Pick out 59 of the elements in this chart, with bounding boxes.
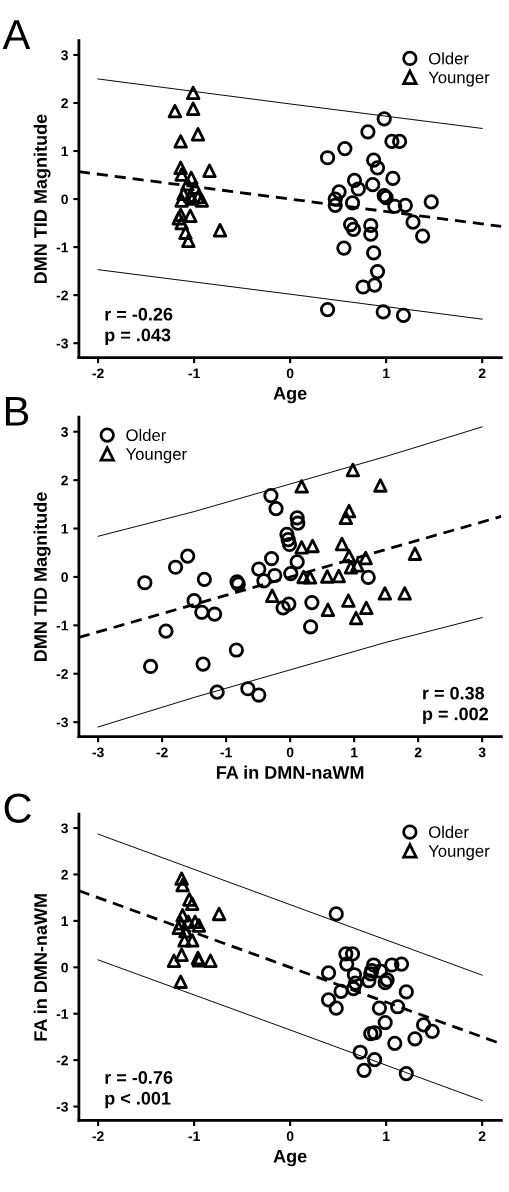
y-tick-label: 0 — [61, 572, 68, 583]
x-tick-label: -2 — [92, 368, 104, 379]
y-tick-label: 1 — [61, 146, 69, 157]
annotation: p = .043 — [105, 328, 171, 345]
legend-label: Older — [126, 428, 167, 442]
y-tick-label: 2 — [61, 869, 68, 880]
legend-label: Older — [429, 825, 469, 839]
y-tick-label: -3 — [56, 1101, 68, 1112]
y-tick-label: -1 — [56, 620, 69, 631]
y-axis-title: FA in DMN-naWM — [33, 894, 48, 1041]
x-tick-label: 3 — [478, 747, 486, 758]
annotation: r = -0.76 — [105, 1071, 173, 1084]
y-tick-label: -2 — [56, 290, 68, 301]
y-tick-label: -3 — [56, 717, 68, 728]
y-tick-label: 3 — [61, 50, 68, 61]
x-tick-label: 0 — [286, 1131, 294, 1142]
y-tick-label: -1 — [56, 242, 69, 253]
y-tick-label: 3 — [61, 823, 68, 834]
chart-title: C — [4, 793, 32, 823]
y-tick-label: 2 — [61, 98, 68, 109]
chart-title: B — [5, 396, 29, 426]
legend-label: Older — [429, 52, 469, 65]
x-tick-label: 2 — [414, 747, 422, 758]
y-tick-label: 0 — [61, 962, 68, 973]
y-axis-title: DMN TID Magnitude — [33, 492, 51, 661]
legend-label: Younger — [428, 71, 490, 87]
x-tick-label: 2 — [478, 1131, 486, 1141]
y-tick-label: 3 — [61, 427, 68, 437]
y-tick-label: 0 — [61, 194, 68, 205]
x-tick-label: -1 — [188, 368, 200, 379]
x-tick-label: -1 — [220, 747, 232, 758]
x-tick-label: 1 — [383, 1131, 390, 1141]
annotation: r = 0.38 — [423, 686, 485, 700]
x-tick-label: 1 — [351, 747, 358, 758]
y-tick-label: 2 — [61, 475, 68, 486]
y-tick-label: 1 — [61, 916, 69, 926]
x-tick-label: 2 — [478, 368, 486, 379]
y-tick-label: -2 — [56, 1055, 68, 1066]
annotation: p < .001 — [105, 1091, 171, 1109]
y-tick-label: 1 — [61, 524, 69, 534]
x-tick-label: -1 — [188, 1131, 200, 1141]
y-axis-title: DMN TID Magnitude — [33, 114, 51, 284]
y-tick-label: -3 — [56, 338, 68, 349]
x-tick-label: 1 — [383, 368, 390, 379]
legend-label: Younger — [125, 448, 187, 464]
x-tick-label: -3 — [92, 747, 104, 758]
y-tick-label: -2 — [56, 669, 68, 679]
annotation: r = -0.26 — [105, 307, 173, 321]
annotation: p = .002 — [423, 707, 488, 724]
x-axis-title: FA in DMN-naWM — [216, 765, 364, 779]
x-axis-title: Age — [273, 387, 307, 404]
x-tick-label: 0 — [286, 368, 294, 379]
legend-label: Younger — [428, 845, 490, 861]
y-tick-label: -1 — [56, 1009, 69, 1019]
x-tick-label: 0 — [286, 747, 294, 758]
chart-title: A — [2, 20, 31, 49]
x-tick-label: -2 — [92, 1131, 104, 1141]
x-tick-label: -2 — [156, 747, 168, 758]
x-axis-title: Age — [273, 1149, 307, 1167]
